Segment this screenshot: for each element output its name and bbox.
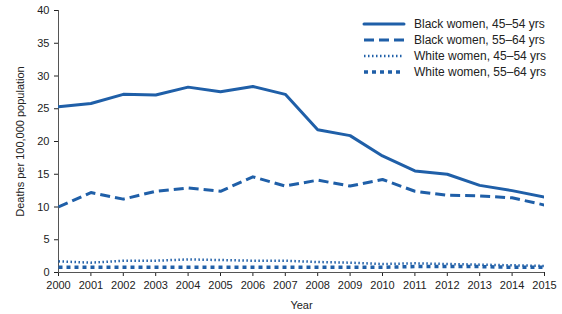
svg-text:2013: 2013: [467, 279, 491, 291]
svg-text:0: 0: [43, 266, 49, 278]
svg-text:5: 5: [43, 233, 49, 245]
svg-text:2010: 2010: [370, 279, 394, 291]
svg-text:2002: 2002: [111, 279, 135, 291]
svg-text:Deaths per 100,000 population: Deaths per 100,000 population: [14, 66, 26, 216]
svg-text:2000: 2000: [46, 279, 70, 291]
svg-text:2007: 2007: [273, 279, 297, 291]
svg-text:2012: 2012: [435, 279, 459, 291]
svg-text:15: 15: [37, 168, 49, 180]
svg-text:2006: 2006: [241, 279, 265, 291]
svg-text:2008: 2008: [305, 279, 329, 291]
svg-text:2011: 2011: [403, 279, 427, 291]
svg-text:25: 25: [37, 102, 49, 114]
svg-text:35: 35: [37, 37, 49, 49]
html-text:Black women, 55–64 yrs: Black women, 55–64 yrs: [414, 33, 545, 47]
svg-text:2005: 2005: [208, 279, 232, 291]
svg-text:2015: 2015: [532, 279, 556, 291]
svg-text:10: 10: [37, 201, 49, 213]
svg-text:30: 30: [37, 70, 49, 82]
html-text:White women, 55–64 yrs: White women, 55–64 yrs: [414, 65, 547, 79]
svg-text:20: 20: [37, 135, 49, 147]
svg-text:2004: 2004: [176, 279, 200, 291]
html-text:Black women, 45–54 yrs: Black women, 45–54 yrs: [414, 17, 545, 31]
svg-text:2001: 2001: [79, 279, 103, 291]
html-text:White women, 45–54 yrs: White women, 45–54 yrs: [414, 49, 547, 63]
svg-text:2003: 2003: [143, 279, 167, 291]
svg-text:Year: Year: [290, 299, 313, 311]
svg-text:40: 40: [37, 4, 49, 16]
svg-text:2009: 2009: [338, 279, 362, 291]
svg-text:2014: 2014: [500, 279, 524, 291]
